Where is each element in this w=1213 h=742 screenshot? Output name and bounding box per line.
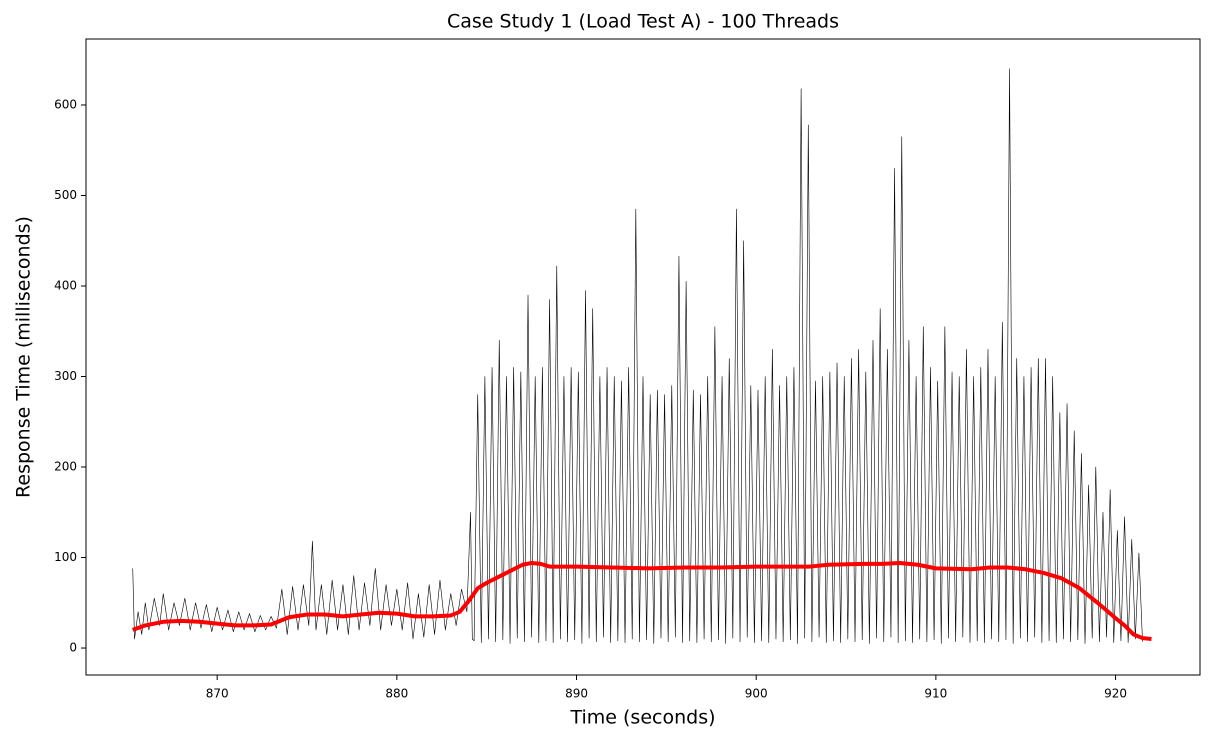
- chart-title: Case Study 1 (Load Test A) - 100 Threads: [447, 11, 839, 33]
- x-tick-label: 920: [1104, 687, 1127, 701]
- x-axis-label: Time (seconds): [569, 707, 715, 729]
- x-tick-label: 900: [745, 687, 768, 701]
- y-tick-label: 400: [54, 278, 77, 292]
- y-tick-label: 0: [69, 641, 77, 655]
- y-axis-label: Response Time (milliseconds): [13, 216, 35, 498]
- y-tick-label: 300: [54, 369, 77, 383]
- y-tick-label: 200: [54, 460, 77, 474]
- x-tick-label: 880: [385, 687, 408, 701]
- x-tick-label: 890: [565, 687, 588, 701]
- plot-area: [132, 68, 1152, 644]
- data-line: [132, 68, 1143, 644]
- y-tick-label: 600: [54, 97, 77, 111]
- x-tick-label: 910: [924, 687, 947, 701]
- y-tick-label: 500: [54, 188, 77, 202]
- plot-frame: [85, 38, 1201, 676]
- data-line: [132, 560, 1152, 641]
- x-tick-label: 870: [206, 687, 229, 701]
- y-tick-label: 100: [54, 550, 77, 564]
